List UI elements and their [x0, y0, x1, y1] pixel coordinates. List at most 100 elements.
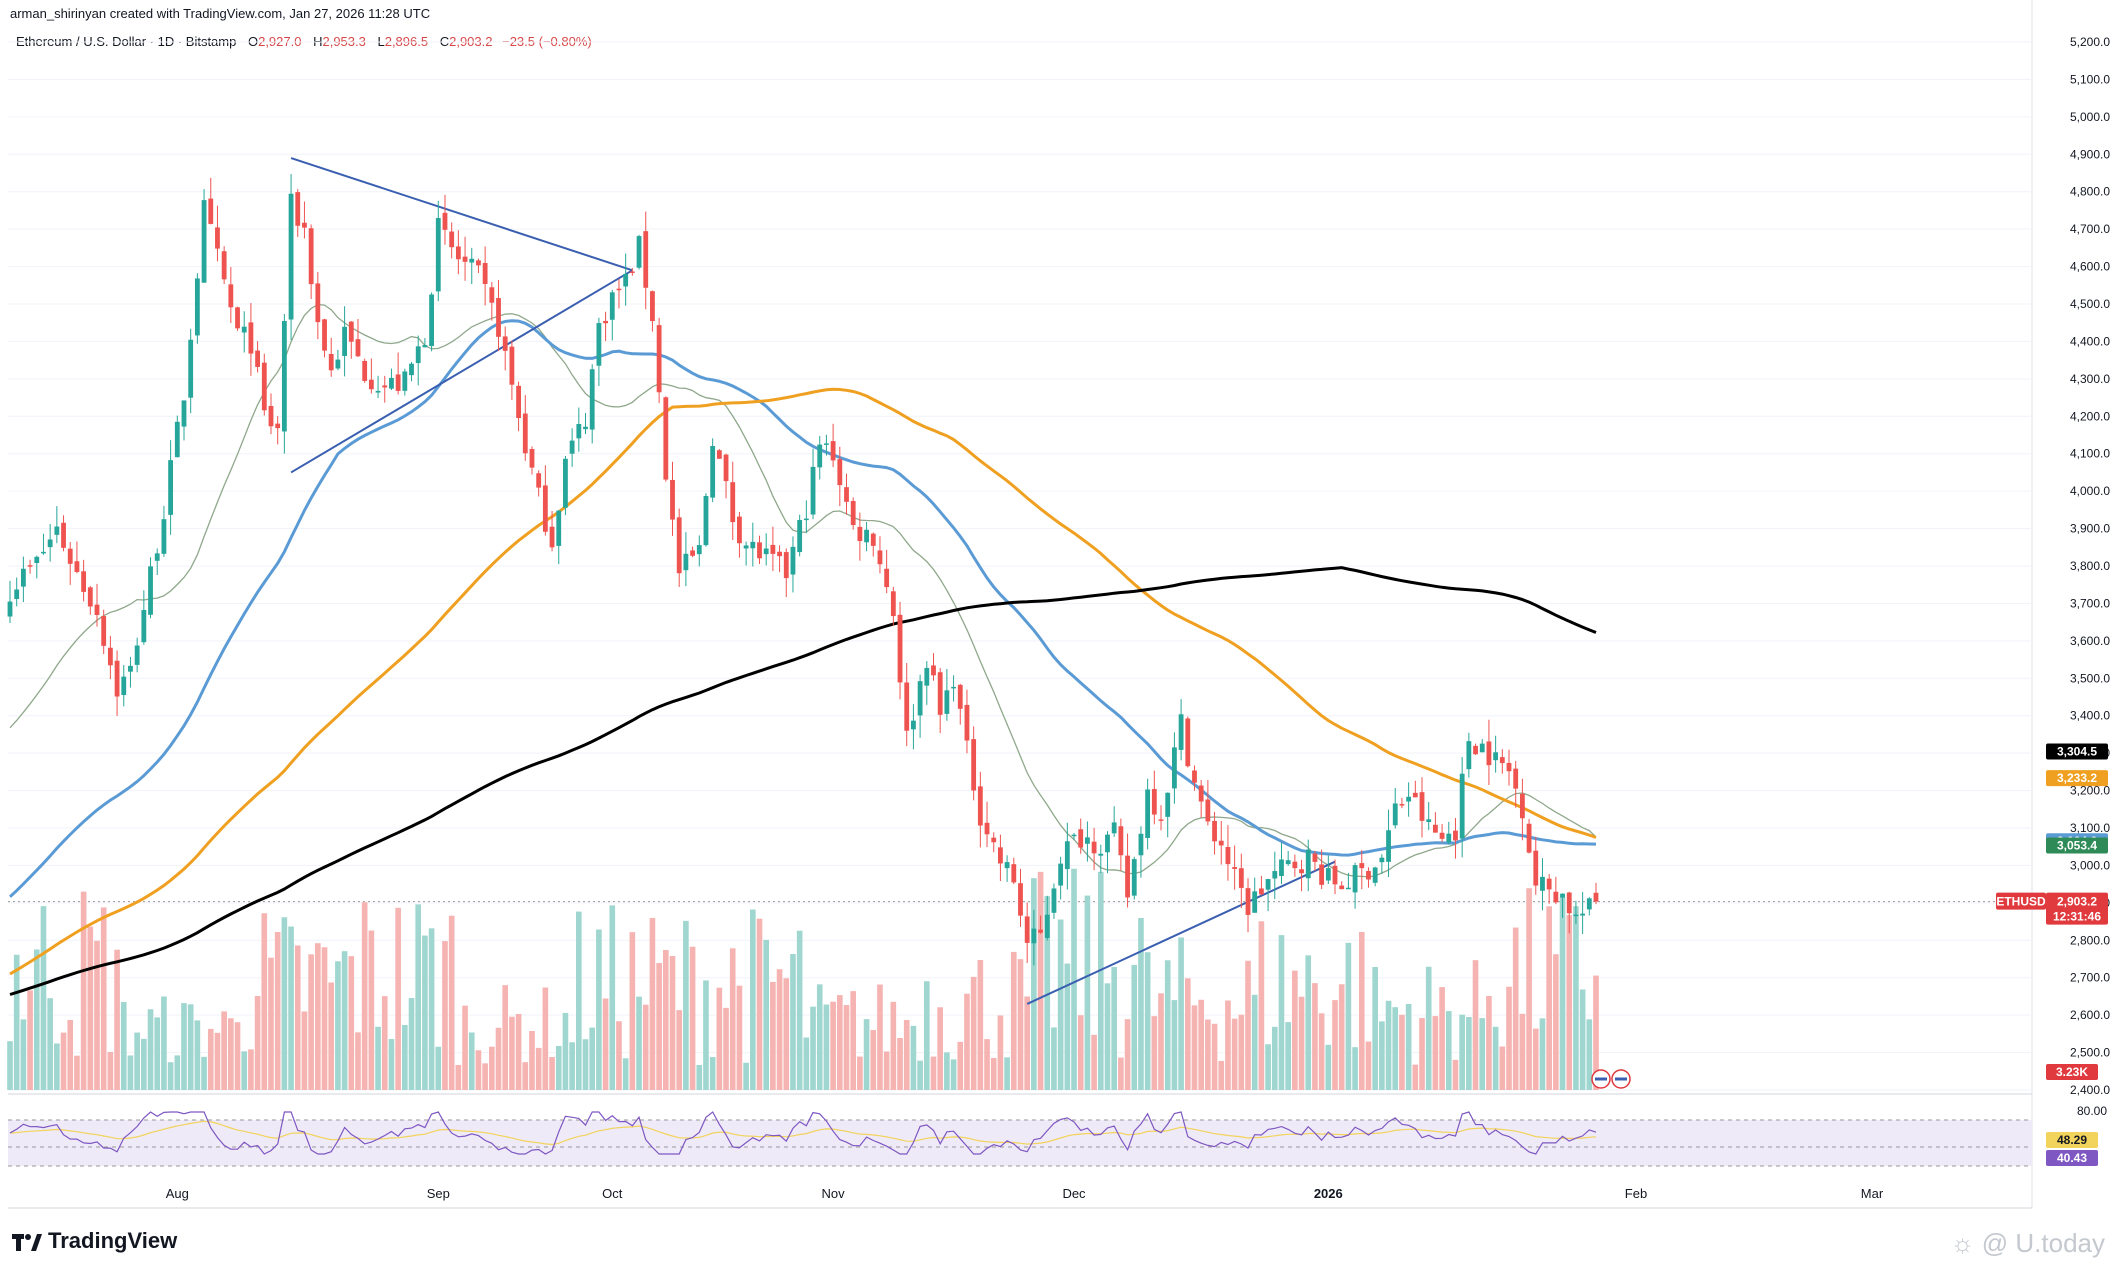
- volume-bar: [321, 947, 328, 1090]
- price-badges: 3,304.53,233.23,064.63,053.4ETHUSD2,903.…: [1591, 743, 2108, 1089]
- volume-bar: [1131, 964, 1138, 1090]
- volume-bar: [1077, 1015, 1084, 1090]
- candle-body: [1058, 863, 1064, 886]
- candle-body: [844, 487, 849, 502]
- candle-body: [241, 326, 247, 333]
- candle-body: [957, 684, 963, 709]
- candle-body: [1519, 793, 1525, 819]
- candle-body: [1466, 741, 1472, 770]
- chart-credit: arman_shirinyan created with TradingView…: [10, 6, 431, 21]
- candle-body: [1091, 841, 1097, 854]
- candle-body: [1024, 916, 1030, 943]
- volume-bar: [395, 907, 401, 1090]
- candle-body: [516, 385, 521, 419]
- candle-body: [951, 686, 956, 689]
- rsi-level-label: 80.00: [2077, 1104, 2107, 1118]
- volume-bar: [910, 1025, 917, 1090]
- candle-body: [1158, 819, 1164, 821]
- volume-bar: [335, 961, 341, 1090]
- volume-bar: [1057, 919, 1064, 1090]
- volume-bar: [676, 1010, 683, 1090]
- candle-body: [429, 294, 435, 347]
- candle-body: [1218, 840, 1224, 846]
- volume-bar: [1372, 967, 1378, 1090]
- candle-body: [1486, 741, 1492, 766]
- volume-bar: [1479, 1018, 1486, 1090]
- ma-badge-label: 3,053.4: [2057, 838, 2097, 852]
- volume-bar: [428, 928, 435, 1090]
- volume-bar: [863, 1019, 870, 1090]
- volume-bar: [1231, 1018, 1238, 1090]
- volume-bar: [147, 1009, 154, 1090]
- candle-body: [1285, 860, 1291, 865]
- candle-body: [415, 346, 421, 364]
- volume-bar: [194, 1020, 201, 1090]
- volume-bar: [1138, 918, 1144, 1090]
- volume-bar: [696, 1064, 703, 1090]
- candle-body: [556, 510, 562, 546]
- volume-bar: [1385, 1000, 1392, 1090]
- volume-bar: [1365, 1041, 1372, 1090]
- volume-bar: [1539, 1018, 1546, 1090]
- candle-body: [47, 539, 53, 548]
- volume-bar: [1325, 1044, 1332, 1090]
- candle-body: [87, 587, 93, 607]
- volume-bar: [549, 1057, 555, 1090]
- volume-bar: [1084, 895, 1091, 1090]
- volume-bar: [749, 909, 756, 1090]
- volume-bar: [402, 1024, 408, 1090]
- volume-bar: [254, 996, 261, 1090]
- triangle-upper-line: [290, 157, 633, 272]
- candle-body: [998, 847, 1003, 864]
- volume-bar: [576, 911, 582, 1090]
- y-tick-label: 5,100.0: [2070, 72, 2110, 86]
- volume-bar: [609, 905, 616, 1090]
- candle-body: [770, 544, 776, 554]
- candle-body: [1493, 752, 1499, 761]
- candle-body: [389, 377, 394, 389]
- candle-body: [1432, 824, 1438, 833]
- y-tick-label: 3,700.0: [2070, 596, 2110, 610]
- candle-body: [690, 550, 695, 556]
- volume-bar: [636, 996, 642, 1090]
- tradingview-logo[interactable]: TradingView: [12, 1228, 177, 1254]
- candle-body: [971, 739, 977, 791]
- candle-body: [830, 441, 836, 461]
- volume-bar: [154, 1017, 161, 1090]
- candle-body: [1225, 847, 1231, 865]
- candle-body: [482, 263, 488, 284]
- volume-bar: [515, 1013, 522, 1090]
- y-tick-label: 2,700.0: [2070, 971, 2110, 985]
- volume-bar: [1305, 955, 1312, 1090]
- price-axis[interactable]: 5,200.0 5,100.0 5,000.0 4,900.0 4,800.0 4,700…: [2070, 35, 2110, 1097]
- candle-body: [1145, 789, 1151, 838]
- candle-body: [67, 548, 73, 564]
- last-price-badge: [2046, 892, 2108, 925]
- candle-body: [1078, 829, 1084, 848]
- volume-bar: [368, 930, 375, 1090]
- candle-body: [1419, 792, 1425, 821]
- candle-body: [1238, 868, 1244, 888]
- volume-bar: [442, 941, 448, 1090]
- volume-bar: [1037, 871, 1044, 1090]
- volume-bar: [1512, 927, 1519, 1090]
- volume-bar: [1184, 978, 1191, 1090]
- date-axis[interactable]: Aug Sep Oct Nov Dec 2026 Feb Mar: [166, 1186, 1884, 1201]
- volume-bar: [33, 949, 40, 1090]
- candle-body: [1339, 885, 1345, 890]
- y-tick-label: 4,700.0: [2070, 222, 2110, 236]
- date-tick-label: Aug: [166, 1186, 189, 1201]
- trendlines[interactable]: [290, 157, 1336, 1005]
- candle-body: [703, 495, 709, 546]
- candle-body: [221, 251, 227, 280]
- rsi-pane: 80.00 48.29 40.43: [8, 1104, 2107, 1167]
- volume-bar: [1593, 975, 1599, 1090]
- candle-body: [496, 298, 501, 337]
- candle-body: [148, 566, 153, 615]
- candle-body: [1111, 822, 1117, 834]
- volume-bar: [1519, 1013, 1526, 1090]
- volume-bar: [857, 1056, 863, 1090]
- candle-body: [1479, 743, 1485, 753]
- volume-bar: [355, 1032, 361, 1090]
